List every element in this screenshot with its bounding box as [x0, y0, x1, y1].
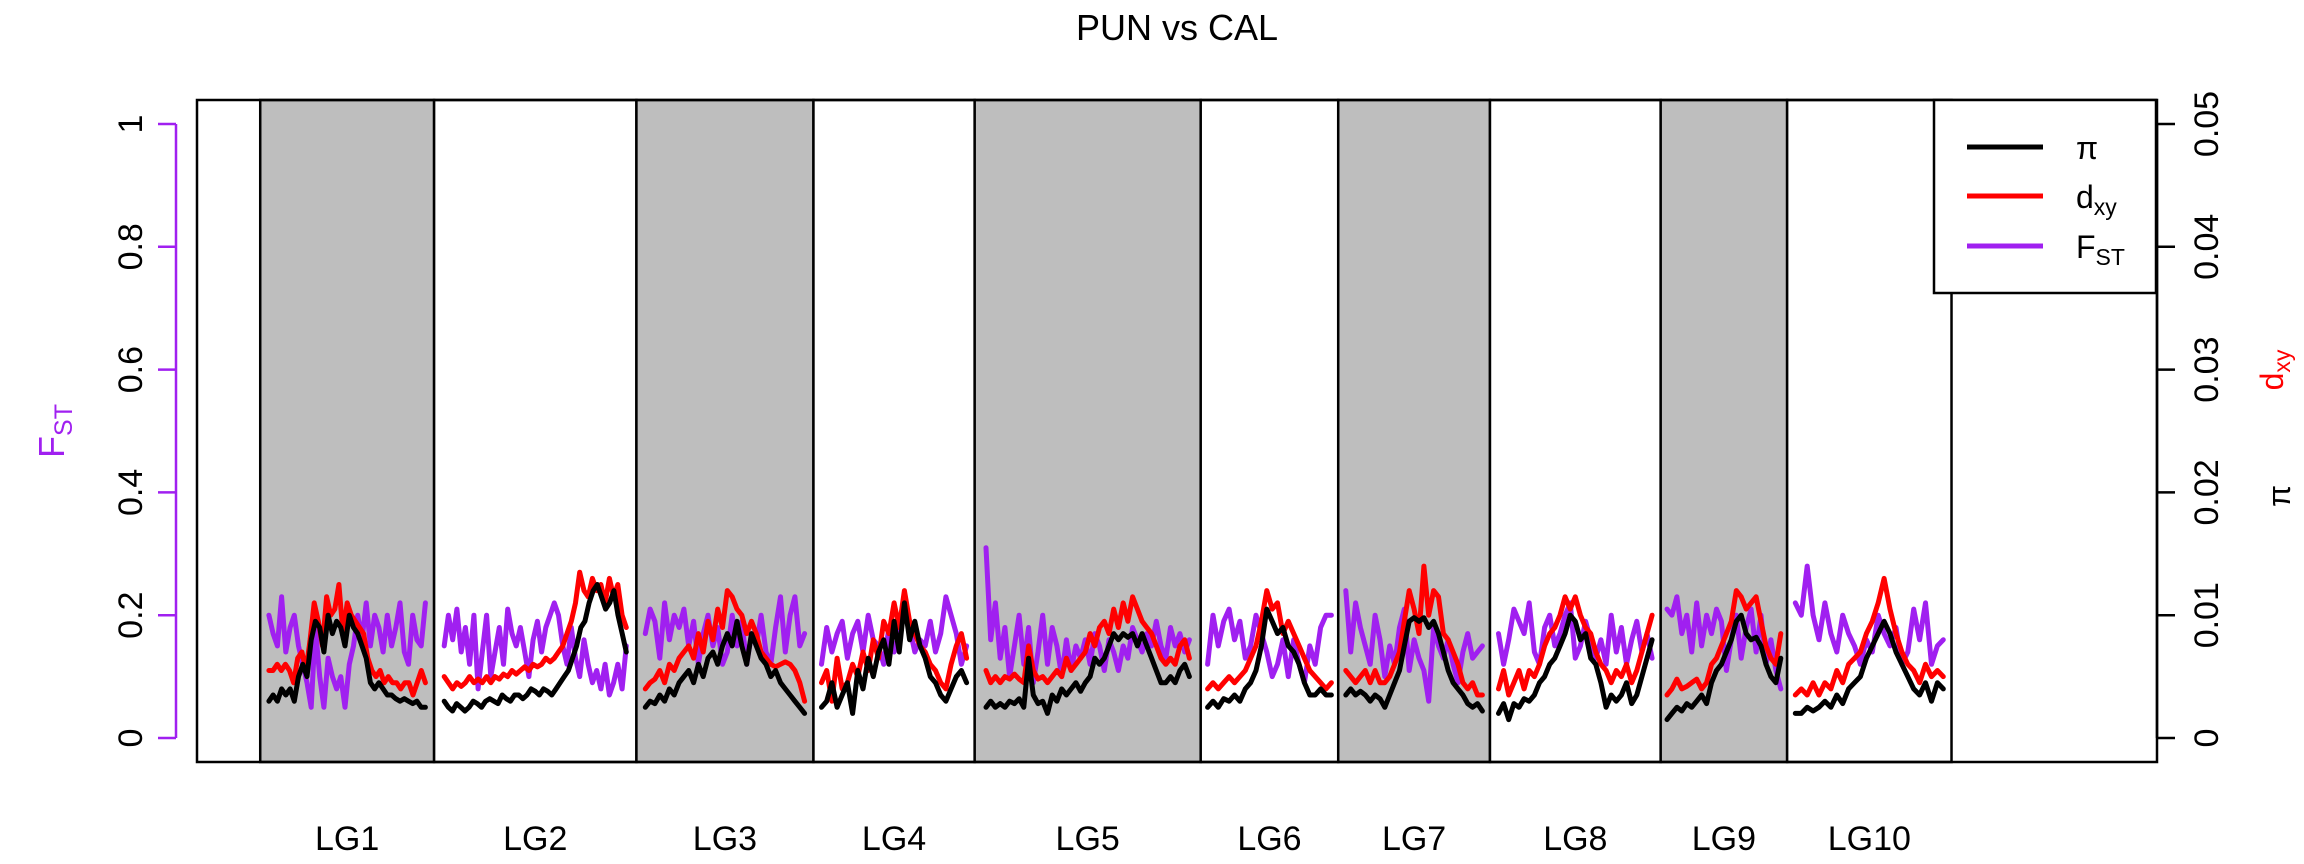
legend: π dxy FST: [1932, 98, 2158, 295]
left-axis-tick-label: 0: [112, 729, 150, 748]
x-tick-label-lg1: LG1: [315, 820, 379, 858]
right-axis-tick-label: 0.05: [2188, 91, 2226, 157]
series-fst-line-lg1: [266, 594, 428, 710]
series-dxy-line-lg6: [1205, 588, 1334, 692]
legend-label-fst: FST: [2076, 229, 2125, 270]
x-tick-label-lg5: LG5: [1056, 820, 1120, 858]
left-axis-tick-label: 0.8: [112, 223, 150, 270]
series-layer: [266, 545, 1946, 723]
x-tick-label-lg4: LG4: [862, 820, 926, 858]
series-dxy-line-lg8: [1496, 594, 1655, 698]
left-axis-tick-label: 1: [112, 115, 150, 134]
left-axis-tick-label: 0.6: [112, 346, 150, 393]
x-tick-label-lg7: LG7: [1382, 820, 1446, 858]
series-dxy-line-lg7: [1343, 563, 1485, 698]
series--line-lg4: [819, 600, 970, 716]
left-axis-label: FST: [31, 404, 78, 458]
right-axis-tick-label: 0: [2188, 729, 2226, 748]
legend-label-dxy: dxy: [2076, 179, 2117, 220]
series-dxy-line-lg5: [983, 594, 1192, 686]
lg-band-7: [1336, 98, 1492, 764]
series-fst-line-lg6: [1205, 606, 1334, 686]
x-tick-label-lg6: LG6: [1237, 820, 1301, 858]
right-axis-label-pi: π: [2261, 485, 2297, 507]
x-tick-label-lg8: LG8: [1543, 820, 1607, 858]
series--line-lg1: [266, 612, 428, 710]
x-axis-labels: LG1 LG2 LG3 LG4 LG5 LG6 LG7 LG8 LG9 LG10: [315, 820, 1911, 858]
left-axis-tick-label: 0.2: [112, 592, 150, 639]
chart-title: PUN vs CAL: [1076, 7, 1278, 48]
series--line-lg9: [1664, 612, 1784, 723]
right-axis: 0 0.01 0.02 0.03 0.04 0.05: [2155, 91, 2226, 748]
series--line-lg10: [1792, 618, 1946, 716]
series--line-lg7: [1343, 615, 1485, 714]
series--line-lg6: [1205, 606, 1334, 710]
right-axis-tick-label: 0.04: [2188, 214, 2226, 280]
series-dxy-line-lg1: [266, 582, 428, 698]
lg-band-8: [1488, 98, 1662, 764]
x-tick-label-lg3: LG3: [693, 820, 757, 858]
series-dxy-line-lg10: [1792, 575, 1946, 698]
series-dxy-line-lg3: [642, 588, 808, 704]
right-axis-tick-label: 0.03: [2188, 337, 2226, 403]
series-fst-line-lg3: [642, 594, 808, 667]
x-tick-label-lg10: LG10: [1828, 820, 1911, 858]
series--line-lg3: [642, 618, 808, 716]
series-dxy-line-lg9: [1664, 588, 1784, 698]
right-axis-tick-label: 0.01: [2188, 582, 2226, 648]
series--line-lg5: [983, 631, 1192, 716]
left-axis: 0 0.2 0.4 0.6 0.8 1: [112, 115, 178, 748]
series--line-lg8: [1496, 612, 1655, 723]
series-fst-line-lg2: [441, 600, 629, 698]
x-tick-label-lg2: LG2: [503, 820, 567, 858]
legend-label-pi: π: [2076, 130, 2098, 166]
right-axis-tick-label: 0.02: [2188, 459, 2226, 525]
series-fst-line-lg10: [1792, 563, 1946, 667]
x-tick-label-lg9: LG9: [1692, 820, 1756, 858]
left-axis-tick-label: 0.4: [112, 469, 150, 516]
right-axis-label-dxy: dxy: [2254, 349, 2295, 390]
series--line-lg2: [441, 582, 629, 714]
series-fst-line-lg4: [819, 594, 970, 667]
